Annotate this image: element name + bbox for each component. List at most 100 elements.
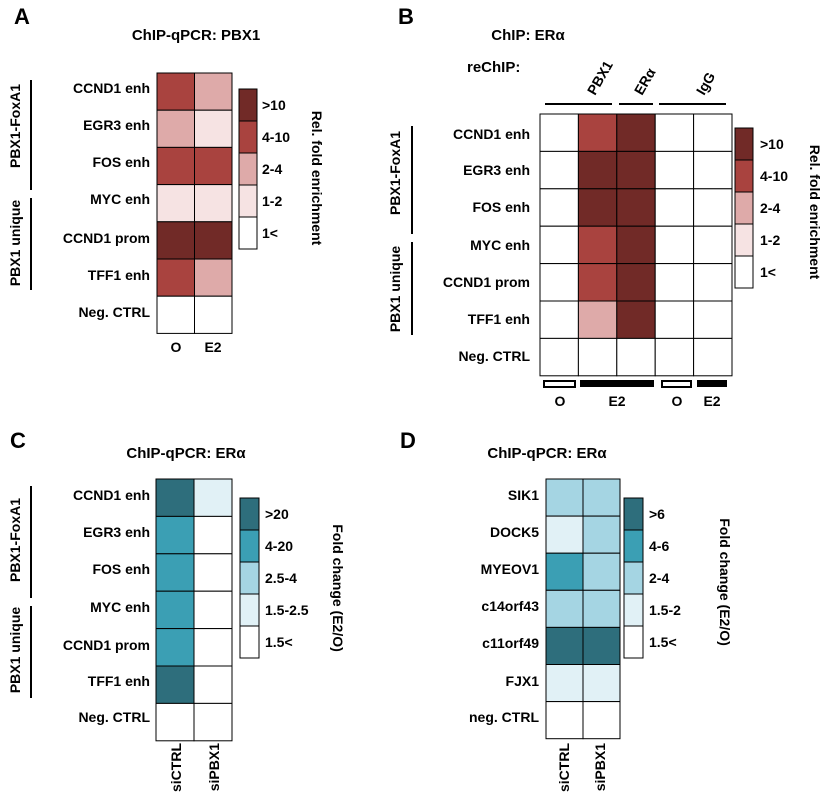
- heatmap-cell: [156, 109, 195, 148]
- column-label: siCTRL: [168, 743, 184, 792]
- heatmap-cell: [616, 113, 656, 152]
- condition-label: E2: [608, 393, 625, 409]
- panel-c: C ChIP-qPCR: ERα CCND1 enh EGR3 enh FOS …: [7, 428, 346, 792]
- heatmap-cell: [156, 258, 195, 297]
- panel-c-title: ChIP-qPCR: ERα: [126, 445, 246, 462]
- condition-bar-o: [661, 380, 692, 388]
- legend-swatch: [238, 216, 258, 250]
- panel-a-title: ChIP-qPCR: PBX1: [132, 27, 260, 44]
- heatmap-cell: [155, 702, 195, 742]
- rechip-label: reChIP:: [467, 59, 520, 76]
- legend-swatch: [239, 625, 260, 659]
- heatmap-cell: [545, 664, 584, 703]
- heatmap-cell: [654, 263, 695, 302]
- legend-swatch: [623, 625, 644, 659]
- legend-label: 1-2: [262, 193, 282, 209]
- group-label: PBX1 unique: [7, 200, 23, 287]
- condition-label: E2: [703, 393, 720, 409]
- panel-d: D ChIP-qPCR: ERα SIK1 DOCK5 MYEOV1 c14or…: [400, 428, 733, 792]
- heatmap-cell: [545, 626, 584, 666]
- heatmap-cell: [654, 150, 695, 190]
- heatmap-cell: [194, 295, 233, 334]
- panel-a-legend: >10 4-10 2-4 1-2 1<: [238, 88, 290, 250]
- heatmap-cell: [693, 150, 733, 190]
- legend-label: >10: [262, 97, 286, 113]
- column-label: siCTRL: [556, 743, 572, 792]
- heatmap-cell: [539, 337, 579, 377]
- heatmap-cell: [582, 589, 621, 628]
- heatmap-cell: [193, 665, 233, 704]
- heatmap-cell: [194, 109, 233, 148]
- heatmap-cell: [155, 515, 195, 555]
- heatmap-cell: [545, 701, 584, 740]
- condition-bar-e2: [580, 380, 654, 387]
- group-label: PBX1-FoxA1: [7, 84, 23, 168]
- group-label: PBX1 unique: [7, 607, 23, 694]
- heatmap-cell: [193, 628, 233, 667]
- row-label: CCND1 prom: [63, 637, 150, 653]
- heatmap-cell: [693, 337, 733, 377]
- legend-label: >10: [760, 136, 784, 152]
- row-label: SIK1: [508, 487, 539, 503]
- row-label: CCND1 prom: [443, 274, 530, 290]
- panel-c-legend: >20 4-20 2.5-4 1.5-2.5 1.5<: [239, 497, 309, 659]
- legend-label: 2.5-4: [265, 570, 297, 586]
- group-label: PBX1 unique: [387, 246, 403, 333]
- column-label: siPBX1: [592, 743, 608, 791]
- group-label: PBX1-FoxA1: [387, 131, 403, 215]
- heatmap-cell: [193, 515, 233, 555]
- heatmap-cell: [539, 113, 579, 152]
- heatmap-cell: [616, 300, 656, 339]
- row-label: MYEOV1: [481, 561, 540, 577]
- legend-swatch: [623, 529, 644, 563]
- row-label: FJX1: [506, 673, 540, 689]
- panel-letter-d: D: [400, 428, 416, 453]
- row-label: MYC enh: [470, 237, 530, 253]
- column-group-label: IgG: [693, 69, 719, 97]
- row-label: c11orf49: [482, 635, 539, 651]
- panel-b-title: ChIP: ERα: [491, 27, 565, 44]
- panel-b-legend: >10 4-10 2-4 1-2 1<: [734, 127, 788, 289]
- legend-label: 1.5-2.5: [265, 602, 309, 618]
- heatmap-cell: [582, 515, 621, 554]
- panel-d-legend: >6 4-6 2-4 1.5-2 1.5<: [623, 497, 681, 659]
- panel-b: B ChIP: ERα reChIP: PBX1 ERα IgG CCND1 e…: [387, 4, 823, 409]
- column-label: E2: [204, 339, 221, 355]
- heatmap-cell: [155, 553, 195, 592]
- legend-label: 1.5<: [649, 634, 677, 650]
- heatmap-cell: [539, 263, 579, 302]
- heatmap-cell: [545, 552, 584, 591]
- panel-c-heatmap: [155, 478, 233, 742]
- panel-b-row-labels: CCND1 enh EGR3 enh FOS enh MYC enh CCND1…: [443, 126, 531, 364]
- condition-label: O: [555, 393, 566, 409]
- legend-label: 1.5<: [265, 634, 293, 650]
- row-label: Neg. CTRL: [78, 304, 150, 320]
- legend-swatch: [734, 223, 754, 257]
- legend-swatch: [623, 497, 644, 531]
- heatmap-cell: [156, 221, 195, 260]
- panel-d-heatmap: [545, 478, 621, 740]
- row-label: CCND1 enh: [453, 126, 530, 142]
- row-label: Neg. CTRL: [458, 348, 530, 364]
- row-label: EGR3 enh: [83, 524, 150, 540]
- heatmap-cell: [577, 337, 618, 377]
- heatmap-cell: [539, 300, 579, 339]
- row-label: MYC enh: [90, 599, 150, 615]
- heatmap-cell: [582, 478, 621, 517]
- legend-title: Rel. fold enrichment: [807, 145, 823, 280]
- heatmap-cell: [194, 146, 233, 186]
- heatmap-cell: [577, 113, 618, 152]
- heatmap-cell: [654, 300, 695, 339]
- legend-swatch: [238, 184, 258, 218]
- legend-swatch: [239, 529, 260, 563]
- heatmap-cell: [155, 665, 195, 704]
- heatmap-cell: [539, 150, 579, 190]
- legend-swatch: [734, 159, 754, 193]
- row-label: MYC enh: [90, 191, 150, 207]
- heatmap-cell: [577, 263, 618, 302]
- legend-swatch: [623, 593, 644, 627]
- heatmap-cell: [577, 188, 618, 227]
- legend-swatch: [238, 152, 258, 186]
- legend-swatch: [239, 561, 260, 595]
- heatmap-cell: [155, 478, 195, 517]
